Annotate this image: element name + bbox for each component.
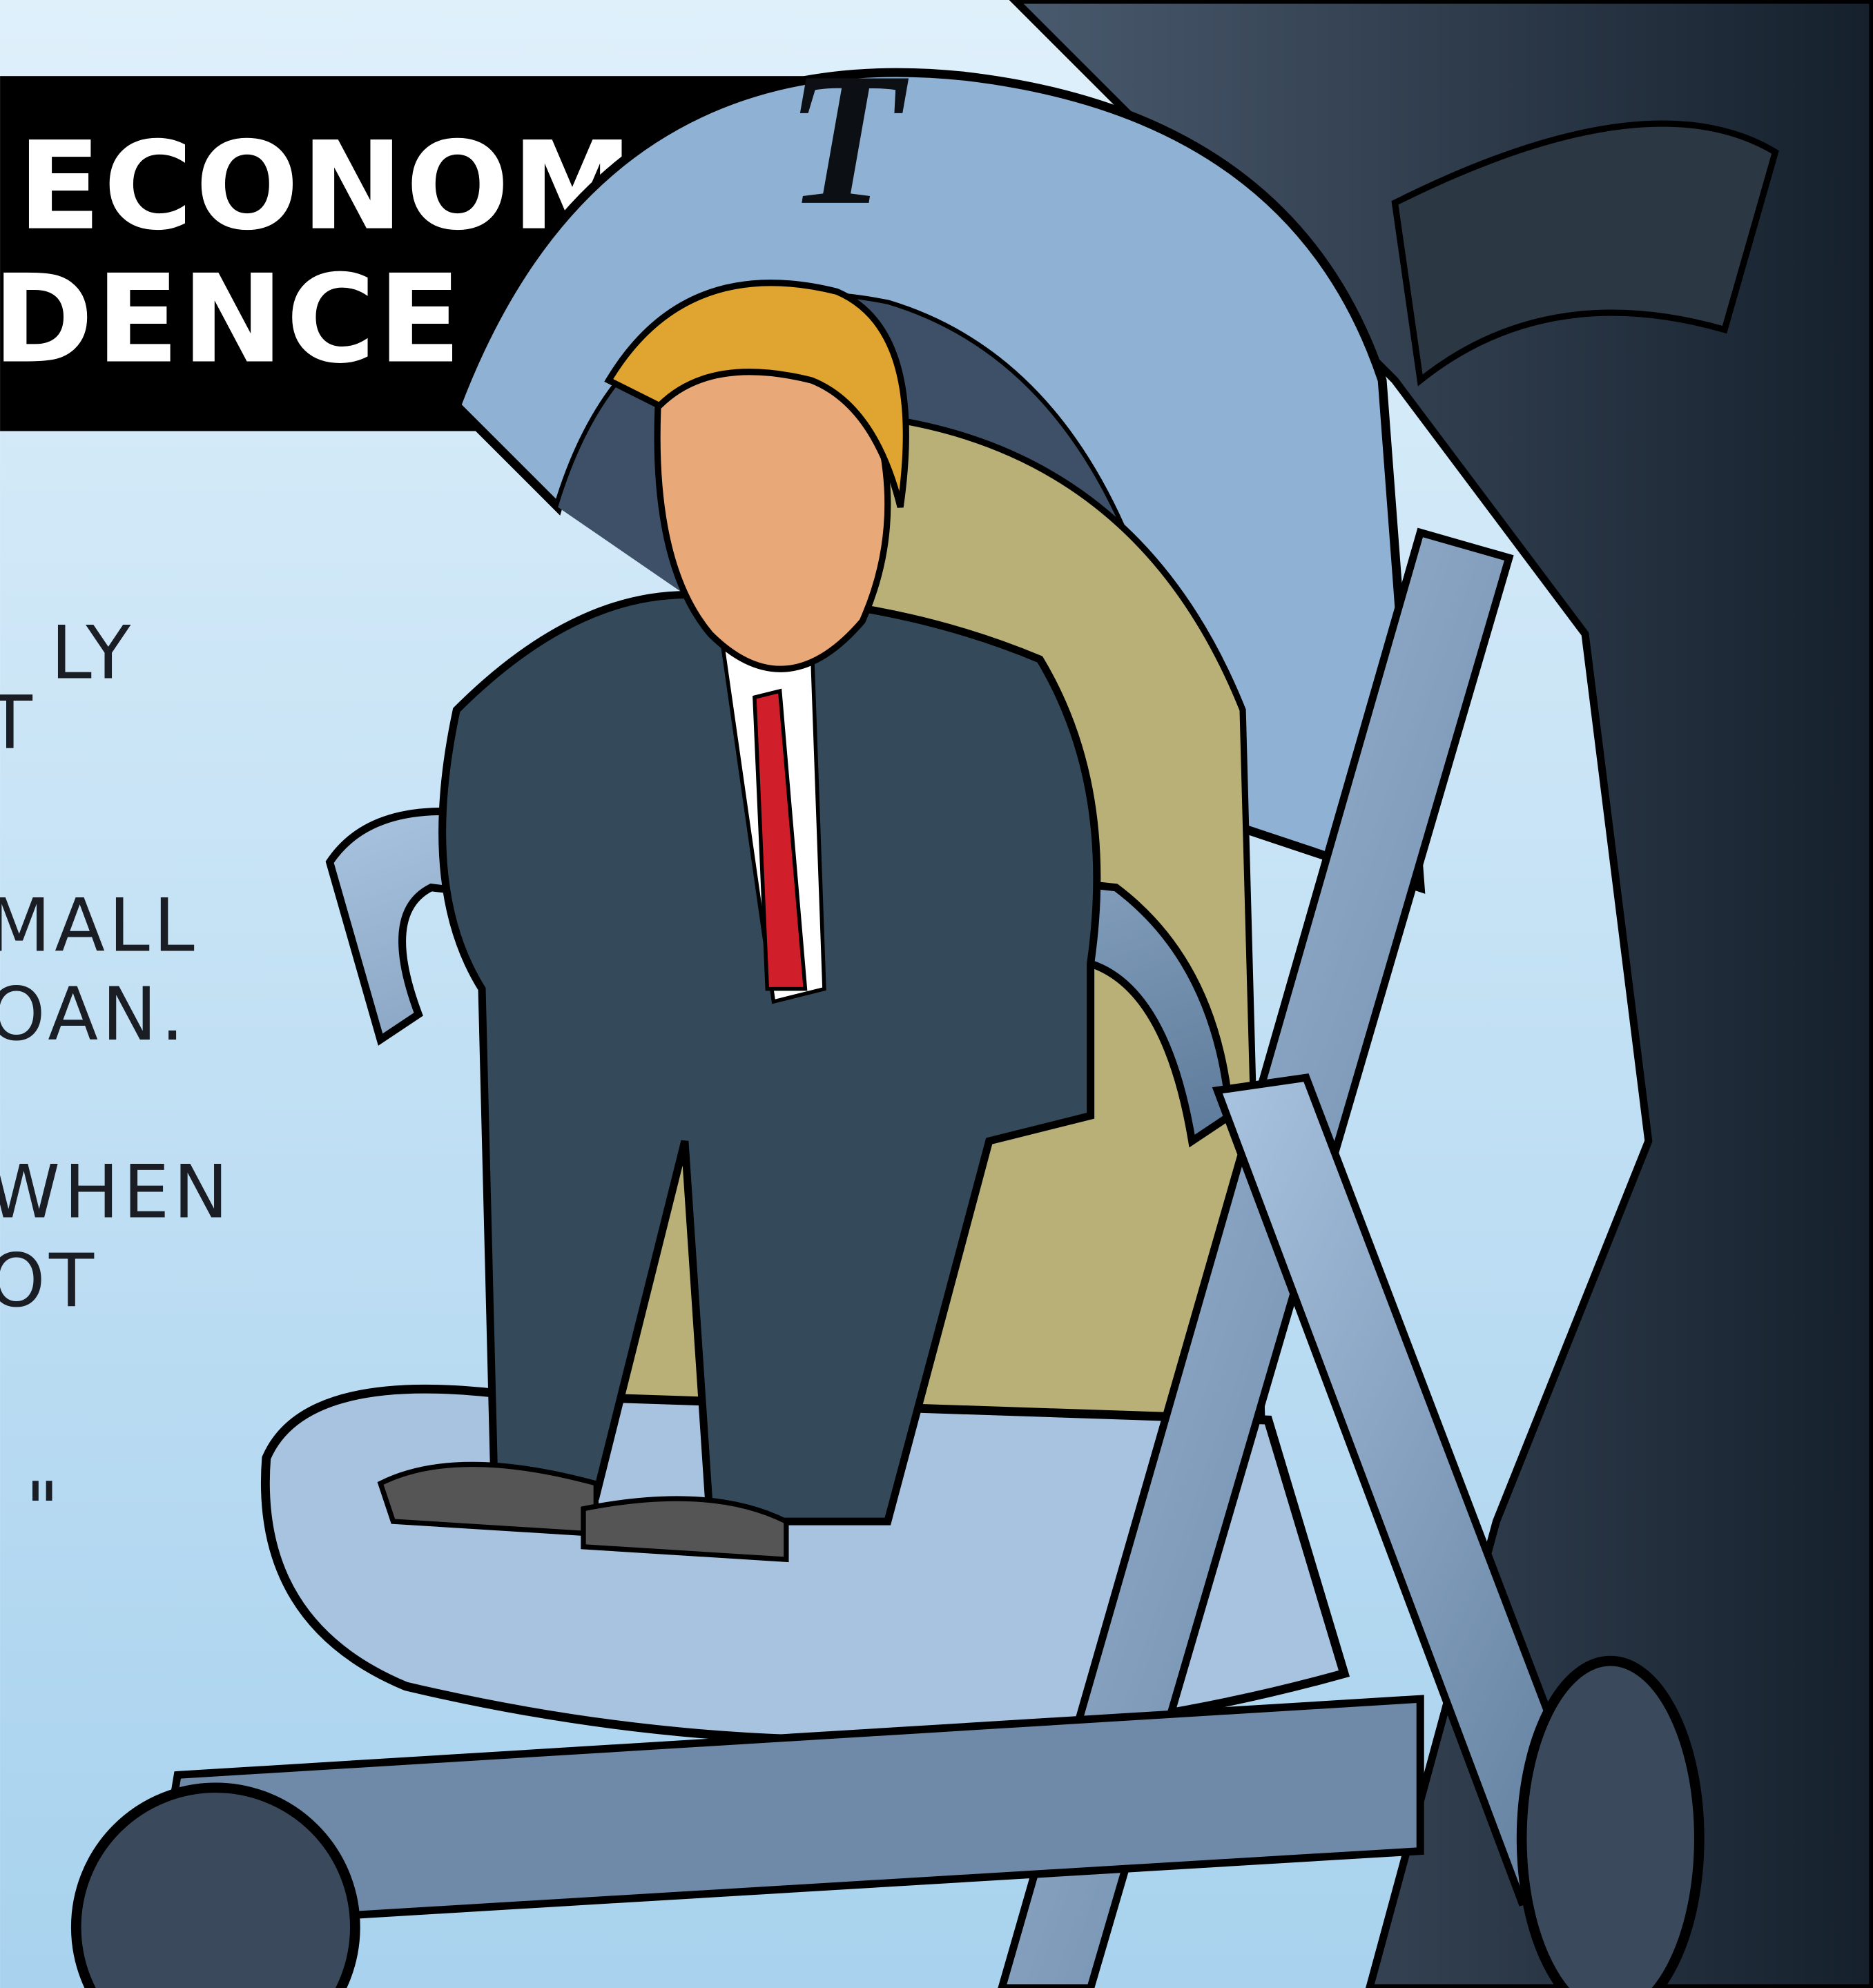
page: ECONOMIC DENCE LY T MALL OAN. WHEN OT " …: [0, 0, 1873, 1988]
caption-line: WHEN: [0, 1149, 232, 1235]
wheel: [1522, 1661, 1699, 1988]
shoe: [583, 1499, 786, 1559]
cartoon: ECONOMIC DENCE LY T MALL OAN. WHEN OT " …: [0, 0, 1873, 1988]
shoe: [380, 1464, 596, 1534]
caption-line: T: [0, 681, 36, 766]
caption-line: OT: [0, 1238, 98, 1324]
stroller-logo: T: [786, 33, 911, 244]
caption-line: LY: [51, 611, 135, 696]
caption-line: OAN.: [0, 972, 188, 1058]
caption-line: MALL: [0, 884, 198, 969]
title-line: DENCE: [0, 248, 464, 390]
caption-line: ": [26, 1466, 64, 1552]
